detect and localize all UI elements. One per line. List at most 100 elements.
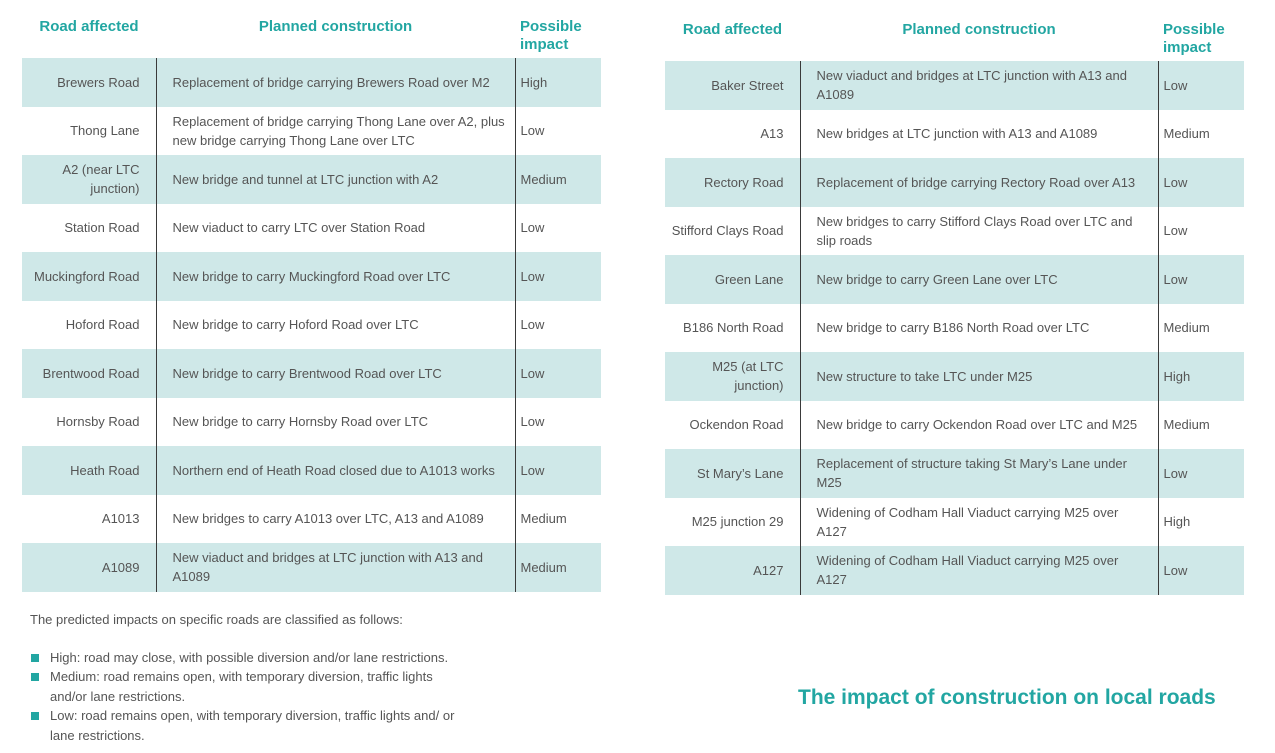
- road-cell: M25 junction 29: [665, 497, 801, 546]
- impact-cell: Medium: [1163, 320, 1210, 336]
- table-row: Hoford Road New bridge to carry Hoford Ro…: [22, 300, 601, 349]
- construction-cell: New bridge to carry Brentwood Road over …: [156, 349, 516, 398]
- road-cell: Brentwood Road: [22, 349, 157, 398]
- impact-cell: Low: [1163, 223, 1188, 239]
- impact-cell: Medium: [515, 543, 601, 592]
- table-row: Station Road New viaduct to carry LTC ove…: [22, 203, 601, 252]
- table-row: A2 (near LTC junction) New bridge and tun…: [22, 155, 601, 204]
- road-cell: Green Lane: [665, 255, 801, 304]
- road-cell: A2 (near LTC junction): [22, 155, 157, 204]
- construction-cell: Widening of Codham Hall Viaduct carrying…: [800, 546, 1159, 595]
- road-cell: M25 (at LTC junction): [665, 352, 801, 401]
- road-cell: A13: [665, 109, 801, 158]
- right-roads-table: Road affected Planned construction Possi…: [665, 17, 1244, 595]
- construction-cell: New bridges at LTC junction with A13 and…: [800, 109, 1159, 158]
- left-table-body: Brewers Road Replacement of bridge carryi…: [22, 58, 601, 592]
- table-header-row: Road affected Planned construction Possi…: [22, 14, 601, 58]
- impact-cell: Low: [520, 220, 545, 236]
- square-bullet-icon: [31, 712, 39, 720]
- impact-classification-notes: The predicted impacts on specific roads …: [30, 610, 470, 745]
- impact-cell: Medium: [1163, 126, 1210, 142]
- construction-cell: New bridge to carry Green Lane over LTC: [800, 255, 1159, 304]
- table-row: A13 New bridges at LTC junction with A13 …: [665, 109, 1244, 158]
- road-cell: Thong Lane: [22, 106, 157, 155]
- table-row: Thong Lane Replacement of bridge carrying…: [22, 106, 601, 155]
- table-row: Brewers Road Replacement of bridge carryi…: [22, 58, 601, 107]
- construction-cell: New bridges to carry Stifford Clays Road…: [800, 206, 1159, 255]
- legend-text-high: High: road may close, with possible dive…: [50, 649, 449, 665]
- road-cell: Station Road: [22, 203, 157, 252]
- table-row: A1089 New viaduct and bridges at LTC junc…: [22, 543, 601, 592]
- construction-cell: New bridge to carry B186 North Road over…: [800, 303, 1159, 352]
- header-possible-impact: Possible impact: [1158, 17, 1244, 61]
- impact-cell: Low: [1158, 449, 1244, 498]
- impact-cell: Low: [520, 123, 545, 139]
- road-cell: B186 North Road: [665, 303, 801, 352]
- impact-legend-list: High: road may close, with possible dive…: [30, 648, 470, 746]
- construction-cell: New bridge to carry Hoford Road over LTC: [156, 300, 516, 349]
- construction-cell: New viaduct to carry LTC over Station Ro…: [156, 203, 516, 252]
- table-row: Rectory Road Replacement of bridge carryi…: [665, 158, 1244, 207]
- legend-item-low: Low: road remains open, with temporary d…: [30, 706, 470, 745]
- table-row: A1013 New bridges to carry A1013 over LTC…: [22, 494, 601, 543]
- road-cell: Rectory Road: [665, 158, 801, 207]
- header-road-affected: Road affected: [682, 21, 783, 38]
- road-cell: Baker Street: [665, 61, 801, 110]
- impact-cell: Low: [1158, 61, 1244, 110]
- legend-item-high: High: road may close, with possible dive…: [30, 648, 470, 668]
- table-row: M25 (at LTC junction) New structure to ta…: [665, 352, 1244, 401]
- header-impact-line1: Possible: [1163, 21, 1225, 38]
- road-cell: Ockendon Road: [665, 400, 801, 449]
- impact-cell: High: [1163, 514, 1191, 530]
- left-roads-table: Road affected Planned construction Possi…: [22, 14, 601, 592]
- impact-cell: High: [1158, 352, 1244, 401]
- header-impact-line1: Possible: [520, 18, 582, 35]
- impact-cell: Medium: [515, 155, 601, 204]
- road-cell: Brewers Road: [22, 58, 157, 107]
- square-bullet-icon: [31, 673, 39, 681]
- construction-cell: New viaduct and bridges at LTC junction …: [156, 543, 516, 592]
- road-cell: A127: [665, 546, 801, 595]
- table-row: B186 North Road New bridge to carry B186 …: [665, 303, 1244, 352]
- table-row: St Mary’s Lane Replacement of structure t…: [665, 449, 1244, 498]
- table-row: Stifford Clays Road New bridges to carry …: [665, 206, 1244, 255]
- impact-cell: Low: [520, 414, 545, 430]
- legend-item-medium: Medium: road remains open, with temporar…: [30, 667, 470, 706]
- impact-cell: Low: [1158, 255, 1244, 304]
- table-row: Green Lane New bridge to carry Green Lane…: [665, 255, 1244, 304]
- road-cell: A1089: [22, 543, 157, 592]
- table-header-row: Road affected Planned construction Possi…: [665, 17, 1244, 61]
- road-cell: Heath Road: [22, 446, 157, 495]
- impact-cell: Medium: [520, 511, 567, 527]
- construction-cell: Widening of Codham Hall Viaduct carrying…: [800, 497, 1159, 546]
- legend-text-low: Low: road remains open, with temporary d…: [50, 708, 455, 743]
- impact-cell: Medium: [1163, 417, 1210, 433]
- header-planned-construction: Planned construction: [902, 21, 1056, 38]
- road-cell: St Mary’s Lane: [665, 449, 801, 498]
- impact-cell: High: [515, 58, 601, 107]
- table-row: Heath Road Northern end of Heath Road clo…: [22, 446, 601, 495]
- header-impact-line2: impact: [520, 36, 569, 53]
- header-impact-line2: impact: [1163, 39, 1212, 56]
- construction-cell: New bridge and tunnel at LTC junction wi…: [156, 155, 516, 204]
- construction-cell: New structure to take LTC under M25: [800, 352, 1159, 401]
- construction-cell: Northern end of Heath Road closed due to…: [156, 446, 516, 495]
- right-table-body: Baker Street New viaduct and bridges at L…: [665, 61, 1244, 595]
- table-row: Brentwood Road New bridge to carry Brentw…: [22, 349, 601, 398]
- impact-cell: Low: [520, 317, 545, 333]
- table-row: Muckingford Road New bridge to carry Muck…: [22, 252, 601, 301]
- table-row: Hornsby Road New bridge to carry Hornsby …: [22, 397, 601, 446]
- page-title: The impact of construction on local road…: [798, 686, 1216, 709]
- impact-cell: Low: [1158, 158, 1244, 207]
- table-row: Ockendon Road New bridge to carry Ockendo…: [665, 400, 1244, 449]
- construction-cell: Replacement of bridge carrying Thong Lan…: [156, 106, 516, 155]
- table-row: A127 Widening of Codham Hall Viaduct carr…: [665, 546, 1244, 595]
- table-row: M25 junction 29 Widening of Codham Hall V…: [665, 497, 1244, 546]
- construction-cell: New viaduct and bridges at LTC junction …: [800, 61, 1159, 110]
- header-planned-construction: Planned construction: [258, 18, 413, 35]
- header-possible-impact: Possible impact: [515, 14, 601, 58]
- road-cell: Muckingford Road: [22, 252, 157, 301]
- construction-cell: Replacement of bridge carrying Brewers R…: [156, 58, 516, 107]
- header-road-affected: Road affected: [39, 18, 139, 35]
- construction-cell: Replacement of structure taking St Mary’…: [800, 449, 1159, 498]
